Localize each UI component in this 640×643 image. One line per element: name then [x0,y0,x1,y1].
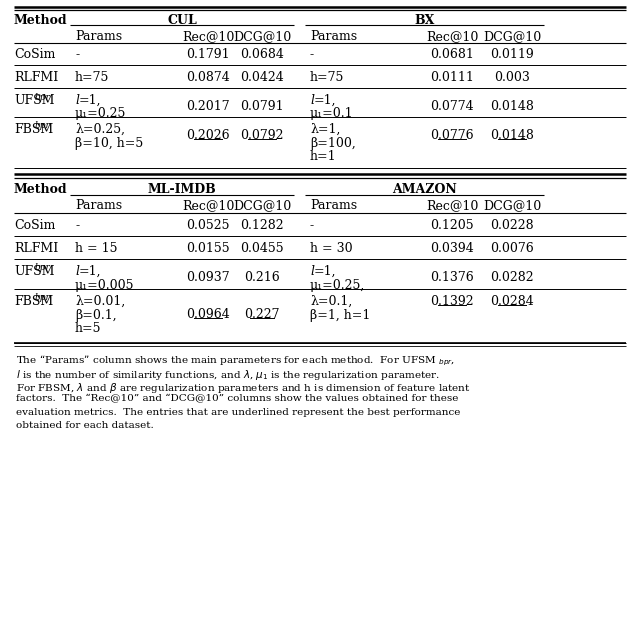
Text: 0.1205: 0.1205 [430,219,474,232]
Text: 0.0684: 0.0684 [240,48,284,61]
Text: =1,: =1, [314,94,336,107]
Text: h=5: h=5 [75,322,102,335]
Text: evaluation metrics.  The entries that are underlined represent the best performa: evaluation metrics. The entries that are… [16,408,460,417]
Text: factors.  The “Rec@10” and “DCG@10” columns show the values obtained for these: factors. The “Rec@10” and “DCG@10” colum… [16,395,458,404]
Text: =1,: =1, [79,94,101,107]
Text: -: - [310,219,314,232]
Text: μ₁=0.005: μ₁=0.005 [75,278,134,291]
Text: 0.0284: 0.0284 [490,295,534,308]
Text: 0.1791: 0.1791 [186,48,230,61]
Text: 0.1392: 0.1392 [430,295,474,308]
Text: l: l [75,94,79,107]
Text: 0.0791: 0.0791 [240,100,284,113]
Text: bpr: bpr [35,293,51,302]
Text: 0.0148: 0.0148 [490,100,534,113]
Text: l: l [310,265,314,278]
Text: -: - [310,48,314,61]
Text: BX: BX [414,14,435,27]
Text: 0.0111: 0.0111 [430,71,474,84]
Text: UFSM: UFSM [14,94,54,107]
Text: 0.0874: 0.0874 [186,71,230,84]
Text: bpr: bpr [35,264,51,273]
Text: ML-IMDB: ML-IMDB [148,183,216,196]
Text: 0.0155: 0.0155 [186,242,230,255]
Text: DCG@10: DCG@10 [483,199,541,212]
Text: h=1: h=1 [310,150,337,163]
Text: Params: Params [310,199,357,212]
Text: λ=1,: λ=1, [310,123,340,136]
Text: 0.0394: 0.0394 [430,242,474,255]
Text: obtained for each dataset.: obtained for each dataset. [16,422,154,431]
Text: -: - [75,219,79,232]
Text: =1,: =1, [79,265,101,278]
Text: Method: Method [14,14,68,27]
Text: 0.2017: 0.2017 [186,100,230,113]
Text: 0.1282: 0.1282 [240,219,284,232]
Text: μ₁=0.1: μ₁=0.1 [310,107,354,120]
Text: FBSM: FBSM [14,123,53,136]
Text: β=100,: β=100, [310,136,356,150]
Text: 0.0148: 0.0148 [490,129,534,142]
Text: Method: Method [14,183,68,196]
Text: RLFMI: RLFMI [14,71,58,84]
Text: For FBSM, $\lambda$ and $\beta$ are regularization parameters and h is dimension: For FBSM, $\lambda$ and $\beta$ are regu… [16,381,470,395]
Text: 0.0681: 0.0681 [430,48,474,61]
Text: 0.0964: 0.0964 [186,308,230,321]
Text: Rec@10: Rec@10 [182,30,234,43]
Text: 0.1376: 0.1376 [430,271,474,284]
Text: 0.003: 0.003 [494,71,530,84]
Text: The “Params” column shows the main parameters for each method.  For UFSM $_{bpr}: The “Params” column shows the main param… [16,354,455,368]
Text: $l$ is the number of similarity functions, and $\lambda$, $\mu_1$ is the regular: $l$ is the number of similarity function… [16,368,440,381]
Text: h=75: h=75 [75,71,109,84]
Text: 0.0424: 0.0424 [240,71,284,84]
Text: DCG@10: DCG@10 [483,30,541,43]
Text: UFSM: UFSM [14,265,54,278]
Text: β=10, h=5: β=10, h=5 [75,136,143,150]
Text: 0.0455: 0.0455 [240,242,284,255]
Text: 0.0228: 0.0228 [490,219,534,232]
Text: bpr: bpr [35,122,51,131]
Text: 0.0774: 0.0774 [430,100,474,113]
Text: λ=0.25,: λ=0.25, [75,123,125,136]
Text: Rec@10: Rec@10 [426,199,478,212]
Text: bpr: bpr [35,93,51,102]
Text: DCG@10: DCG@10 [233,199,291,212]
Text: l: l [75,265,79,278]
Text: Params: Params [75,199,122,212]
Text: CoSim: CoSim [14,48,56,61]
Text: CUL: CUL [167,14,197,27]
Text: Params: Params [310,30,357,43]
Text: RLFMI: RLFMI [14,242,58,255]
Text: Rec@10: Rec@10 [426,30,478,43]
Text: 0.0282: 0.0282 [490,271,534,284]
Text: 0.0792: 0.0792 [240,129,284,142]
Text: -: - [75,48,79,61]
Text: Params: Params [75,30,122,43]
Text: 0.2026: 0.2026 [186,129,230,142]
Text: β=1, h=1: β=1, h=1 [310,309,371,322]
Text: β=0.1,: β=0.1, [75,309,116,322]
Text: 0.227: 0.227 [244,308,280,321]
Text: 0.0076: 0.0076 [490,242,534,255]
Text: FBSM: FBSM [14,295,53,308]
Text: 0.0776: 0.0776 [430,129,474,142]
Text: μ₁=0.25: μ₁=0.25 [75,107,126,120]
Text: λ=0.01,: λ=0.01, [75,295,125,308]
Text: 0.0525: 0.0525 [186,219,230,232]
Text: h=75: h=75 [310,71,344,84]
Text: Rec@10: Rec@10 [182,199,234,212]
Text: 0.0937: 0.0937 [186,271,230,284]
Text: CoSim: CoSim [14,219,56,232]
Text: DCG@10: DCG@10 [233,30,291,43]
Text: l: l [310,94,314,107]
Text: AMAZON: AMAZON [392,183,457,196]
Text: =1,: =1, [314,265,336,278]
Text: h = 15: h = 15 [75,242,118,255]
Text: 0.0119: 0.0119 [490,48,534,61]
Text: 0.216: 0.216 [244,271,280,284]
Text: λ=0.1,: λ=0.1, [310,295,352,308]
Text: h = 30: h = 30 [310,242,353,255]
Text: μ₁=0.25,: μ₁=0.25, [310,278,365,291]
